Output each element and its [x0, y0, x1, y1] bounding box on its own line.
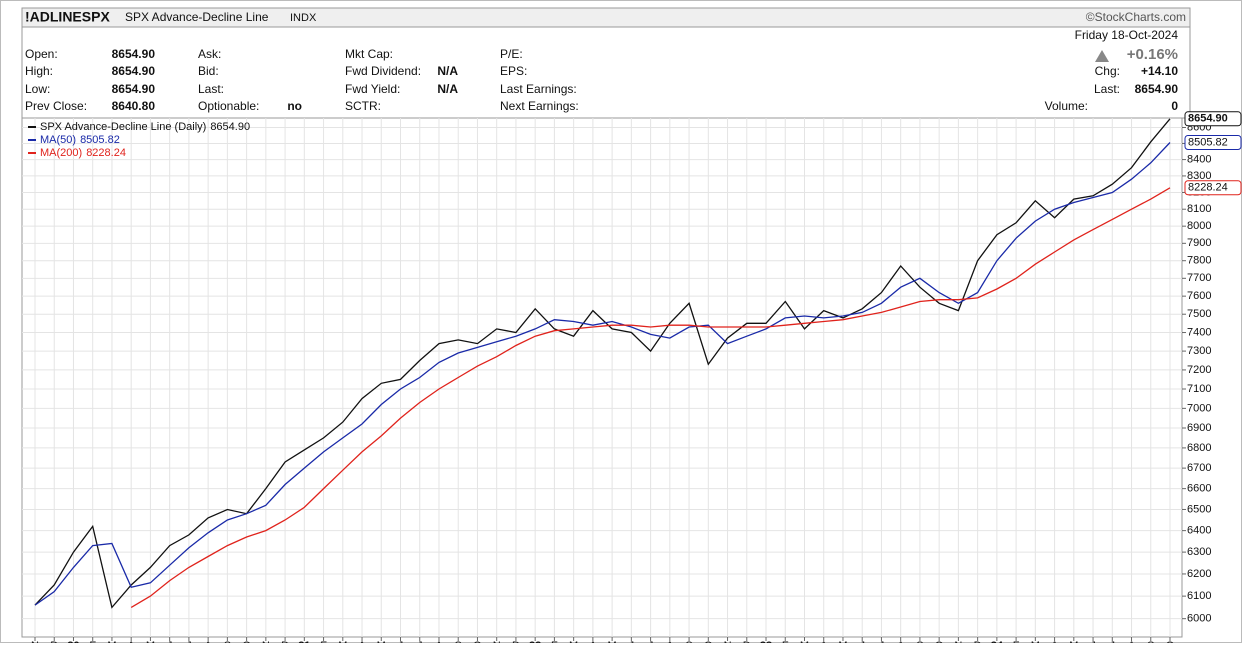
y-tick-label: 6200 — [1187, 568, 1211, 580]
field-label: Last Earnings: — [500, 82, 577, 96]
y-tick-label: 6000 — [1187, 613, 1211, 625]
field-label: Chg: — [1095, 64, 1120, 78]
series-line — [130, 187, 1171, 608]
y-tick-label: 8400 — [1187, 153, 1211, 165]
field-value: 0 — [1171, 99, 1178, 113]
field-label: Ask: — [198, 47, 221, 61]
legend-value: 8654.90 — [210, 121, 250, 133]
y-tick-label: 7000 — [1187, 402, 1211, 414]
field-label: Open: — [25, 47, 58, 61]
field-label: P/E: — [500, 47, 523, 61]
field-value: 8654.90 — [1135, 82, 1179, 96]
field-label: Bid: — [198, 64, 219, 78]
y-tick-label: 7600 — [1187, 290, 1211, 302]
y-tick-label: 6700 — [1187, 462, 1211, 474]
series-line — [34, 118, 1171, 609]
field-value: no — [287, 99, 302, 113]
field-label: Next Earnings: — [500, 99, 579, 113]
title-bar — [21, 7, 1191, 28]
series-line — [34, 142, 1171, 606]
legend-label: MA(200) — [40, 147, 82, 159]
y-tick-label: 8000 — [1187, 220, 1211, 232]
last-value-label: 8228.24 — [1188, 182, 1228, 194]
field-label: Low: — [25, 82, 50, 96]
y-tick-label: 7900 — [1187, 237, 1211, 249]
y-tick-label: 7400 — [1187, 326, 1211, 338]
last-value-label: 8654.90 — [1188, 113, 1228, 125]
y-tick-label: 8300 — [1187, 170, 1211, 182]
y-tick-label: 7100 — [1187, 383, 1211, 395]
field-label: High: — [25, 64, 53, 78]
brand: ©StockCharts.com — [1086, 10, 1186, 24]
y-tick-label: 6300 — [1187, 546, 1211, 558]
field-label: EPS: — [500, 64, 527, 78]
field-label: Optionable: — [198, 99, 259, 113]
last-value-badge — [1184, 111, 1242, 127]
date: Friday 18-Oct-2024 — [1075, 28, 1179, 42]
legend-value: 8228.24 — [86, 147, 126, 159]
legend-label: MA(50) — [40, 134, 76, 146]
y-tick-label: 7300 — [1187, 345, 1211, 357]
exchange: INDX — [290, 12, 317, 24]
y-tick-label: 6800 — [1187, 442, 1211, 454]
field-label: Prev Close: — [25, 99, 87, 113]
y-tick-label: 6600 — [1187, 483, 1211, 495]
field-label: Fwd Yield: — [345, 82, 400, 96]
field-value: 8654.90 — [112, 64, 156, 78]
field-value: 8640.80 — [112, 99, 156, 113]
field-label: Last: — [198, 82, 224, 96]
symbol-name: SPX Advance-Decline Line — [125, 10, 269, 24]
symbol: !ADLINESPX — [25, 9, 110, 25]
field-value: +14.10 — [1141, 64, 1178, 78]
plot-area — [21, 117, 1183, 638]
field-label: Fwd Dividend: — [345, 64, 421, 78]
field-value: N/A — [437, 64, 458, 78]
y-tick-label: 6500 — [1187, 503, 1211, 515]
field-label: SCTR: — [345, 99, 381, 113]
field-value: 8654.90 — [112, 47, 156, 61]
y-tick-label: 8100 — [1187, 203, 1211, 215]
field-label: Volume: — [1045, 99, 1088, 113]
y-tick-label: 7500 — [1187, 308, 1211, 320]
y-tick-label: 6100 — [1187, 590, 1211, 602]
legend-value: 8505.82 — [80, 134, 120, 146]
y-tick-label: 7200 — [1187, 364, 1211, 376]
change-pct: +0.16% — [1127, 46, 1178, 63]
y-tick-label: 6900 — [1187, 422, 1211, 434]
up-arrow — [1095, 50, 1109, 62]
field-value: 8654.90 — [112, 82, 156, 96]
field-label: Last: — [1094, 82, 1120, 96]
legend-label: SPX Advance-Decline Line (Daily) — [40, 121, 206, 133]
last-value-badge — [1184, 135, 1242, 151]
field-value: N/A — [437, 82, 458, 96]
y-tick-label: 6400 — [1187, 525, 1211, 537]
last-value-badge — [1184, 180, 1242, 196]
y-tick-label: 7700 — [1187, 272, 1211, 284]
field-label: Mkt Cap: — [345, 47, 393, 61]
y-tick-label: 7800 — [1187, 255, 1211, 267]
last-value-label: 8505.82 — [1188, 136, 1228, 148]
